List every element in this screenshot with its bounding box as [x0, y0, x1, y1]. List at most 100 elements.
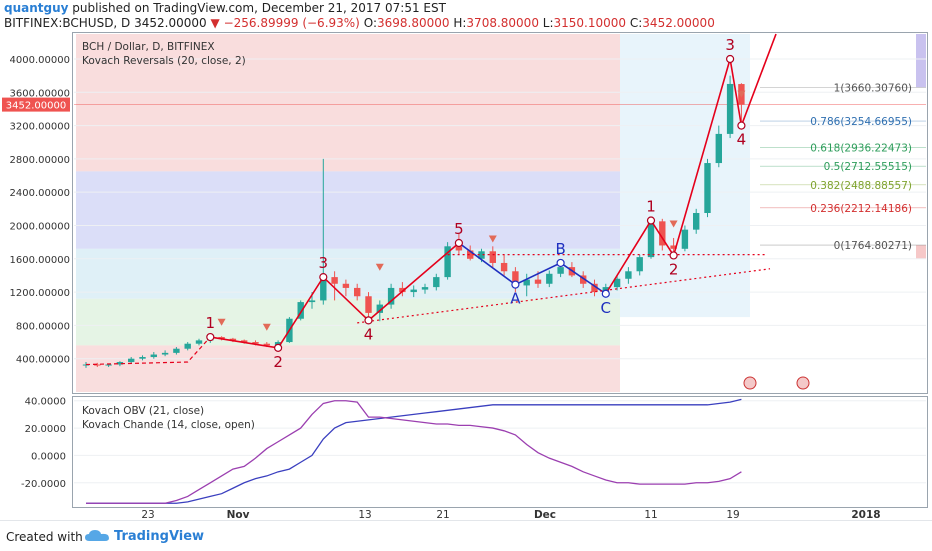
- candle-body: [613, 278, 621, 288]
- price-legend-label: BCH / Dollar, D, BITFINEX: [82, 41, 215, 53]
- candle-body: [82, 364, 90, 366]
- candle-body: [342, 283, 350, 288]
- candle-body: [252, 342, 259, 344]
- x-tick-label: 23: [141, 509, 154, 520]
- candle-body: [387, 287, 395, 305]
- indicator-y-tick-label: 20.0000: [25, 424, 66, 435]
- price-legend-label: Kovach Reversals (20, close, 2): [82, 55, 246, 67]
- candle-body: [512, 271, 519, 286]
- x-tick-label: 2018: [851, 509, 880, 520]
- candle-body: [274, 342, 282, 346]
- candle-body: [602, 287, 609, 293]
- bg-zone-lower-red: [76, 345, 620, 392]
- price-y-tick-label: 1200.00000: [10, 288, 70, 299]
- wave-label: 1: [206, 314, 216, 332]
- bg-zone-green: [76, 298, 620, 346]
- x-tick-label: Dec: [534, 509, 556, 520]
- pivot-marker: [669, 251, 678, 260]
- pivot-marker: [206, 332, 215, 342]
- event-flag-icon: [796, 376, 810, 390]
- x-tick-label: 13: [358, 509, 371, 520]
- candle-body: [580, 275, 587, 284]
- symbol: BITFINEX:BCHUSD, D: [4, 16, 131, 30]
- event-flag-icon: [743, 376, 757, 390]
- tradingview-brand[interactable]: TradingView: [114, 529, 205, 544]
- price-y-tick-label: 3600.00000: [10, 88, 70, 99]
- candle-body: [489, 251, 496, 263]
- indicator-pane[interactable]: [72, 396, 928, 508]
- candle-body: [150, 354, 157, 358]
- candle-body: [399, 287, 406, 293]
- wave-label: C: [601, 299, 611, 317]
- reversal-triangle-icon: [375, 263, 384, 271]
- candle-body: [670, 245, 677, 249]
- down-arrow-icon: ▼: [210, 16, 220, 30]
- corrective-wave-line: [458, 242, 607, 295]
- pivot-marker: [274, 343, 283, 352]
- x-tick-label: 19: [726, 509, 739, 520]
- x-tick-label: 21: [436, 509, 449, 520]
- indicator-series-line: [86, 400, 742, 504]
- candle-body: [715, 133, 722, 164]
- created-with-label: Created with: [6, 530, 83, 544]
- bg-zone-blue: [76, 171, 620, 249]
- wave-label: 1: [646, 197, 656, 215]
- candle-body: [173, 348, 180, 353]
- fib-band-top: [916, 34, 926, 88]
- candle-body: [557, 267, 564, 274]
- wave-label: 2: [273, 353, 283, 371]
- candle-body: [297, 302, 304, 319]
- pivot-marker: [725, 54, 735, 64]
- candle-body: [704, 163, 711, 213]
- candle-body: [116, 362, 124, 365]
- author-name[interactable]: quantguy: [4, 1, 69, 15]
- wave-label: A: [510, 290, 521, 308]
- close-value: 3452.00000: [642, 16, 715, 30]
- pivot-marker: [646, 216, 656, 225]
- candle-body: [218, 337, 225, 339]
- candle-body: [128, 358, 135, 363]
- fib-level-label: 0.236(2212.14186): [810, 203, 912, 215]
- publish-line: quantguy published on TradingView.com, D…: [4, 1, 446, 15]
- wave-label: 4: [737, 131, 747, 149]
- candle-body: [376, 304, 383, 313]
- close-label: C:: [629, 16, 643, 30]
- pivot-marker: [454, 238, 463, 248]
- candle-body: [354, 287, 361, 297]
- tradingview-cloud-icon: [85, 530, 109, 541]
- chart-svg: 4000.000003600.000003200.000002800.00000…: [2, 33, 926, 520]
- price-y-tick-label: 1600.00000: [10, 255, 70, 266]
- pivot-marker: [319, 273, 328, 282]
- candle-body: [591, 283, 598, 293]
- open-value: 3698.80000: [376, 16, 450, 30]
- fib-level-label: 0.618(2936.22473): [810, 143, 912, 155]
- reversal-triangle-icon: [262, 323, 271, 331]
- candle-body: [444, 246, 451, 278]
- price-y-tick-label: 4000.00000: [10, 55, 70, 66]
- high-value: 3708.80000: [466, 16, 539, 30]
- price-y-tick-label: 2800.00000: [10, 155, 70, 166]
- pivot-marker: [364, 316, 373, 325]
- publish-info: published on TradingView.com, December 2…: [72, 1, 446, 15]
- candle-body: [105, 364, 112, 366]
- wave-label: B: [555, 240, 565, 258]
- candle-body: [523, 279, 530, 286]
- price-y-tick-label: 800.00000: [16, 321, 70, 332]
- candle-body: [184, 343, 191, 349]
- low-label: L:: [542, 16, 554, 30]
- price-y-tick-label: 3200.00000: [10, 122, 70, 133]
- pivot-marker: [511, 280, 520, 289]
- open-label: O:: [363, 16, 377, 30]
- price-y-tick-label: 2400.00000: [10, 188, 70, 199]
- indicator-y-tick-label: 0.0000: [31, 451, 66, 462]
- fib-level-label: 0.786(3254.66955): [810, 116, 912, 128]
- candle-body: [139, 357, 146, 359]
- candle-body: [455, 246, 463, 251]
- price-change: −256.89999 (−6.93%): [223, 16, 360, 30]
- candle-body: [478, 251, 485, 259]
- channel-bottom-dotted: [357, 268, 771, 324]
- price-y-tick-label: 2000.00000: [10, 221, 70, 232]
- x-tick-label: Nov: [227, 509, 250, 520]
- candle-body: [433, 277, 440, 288]
- last-price: 3452.00000: [134, 16, 207, 30]
